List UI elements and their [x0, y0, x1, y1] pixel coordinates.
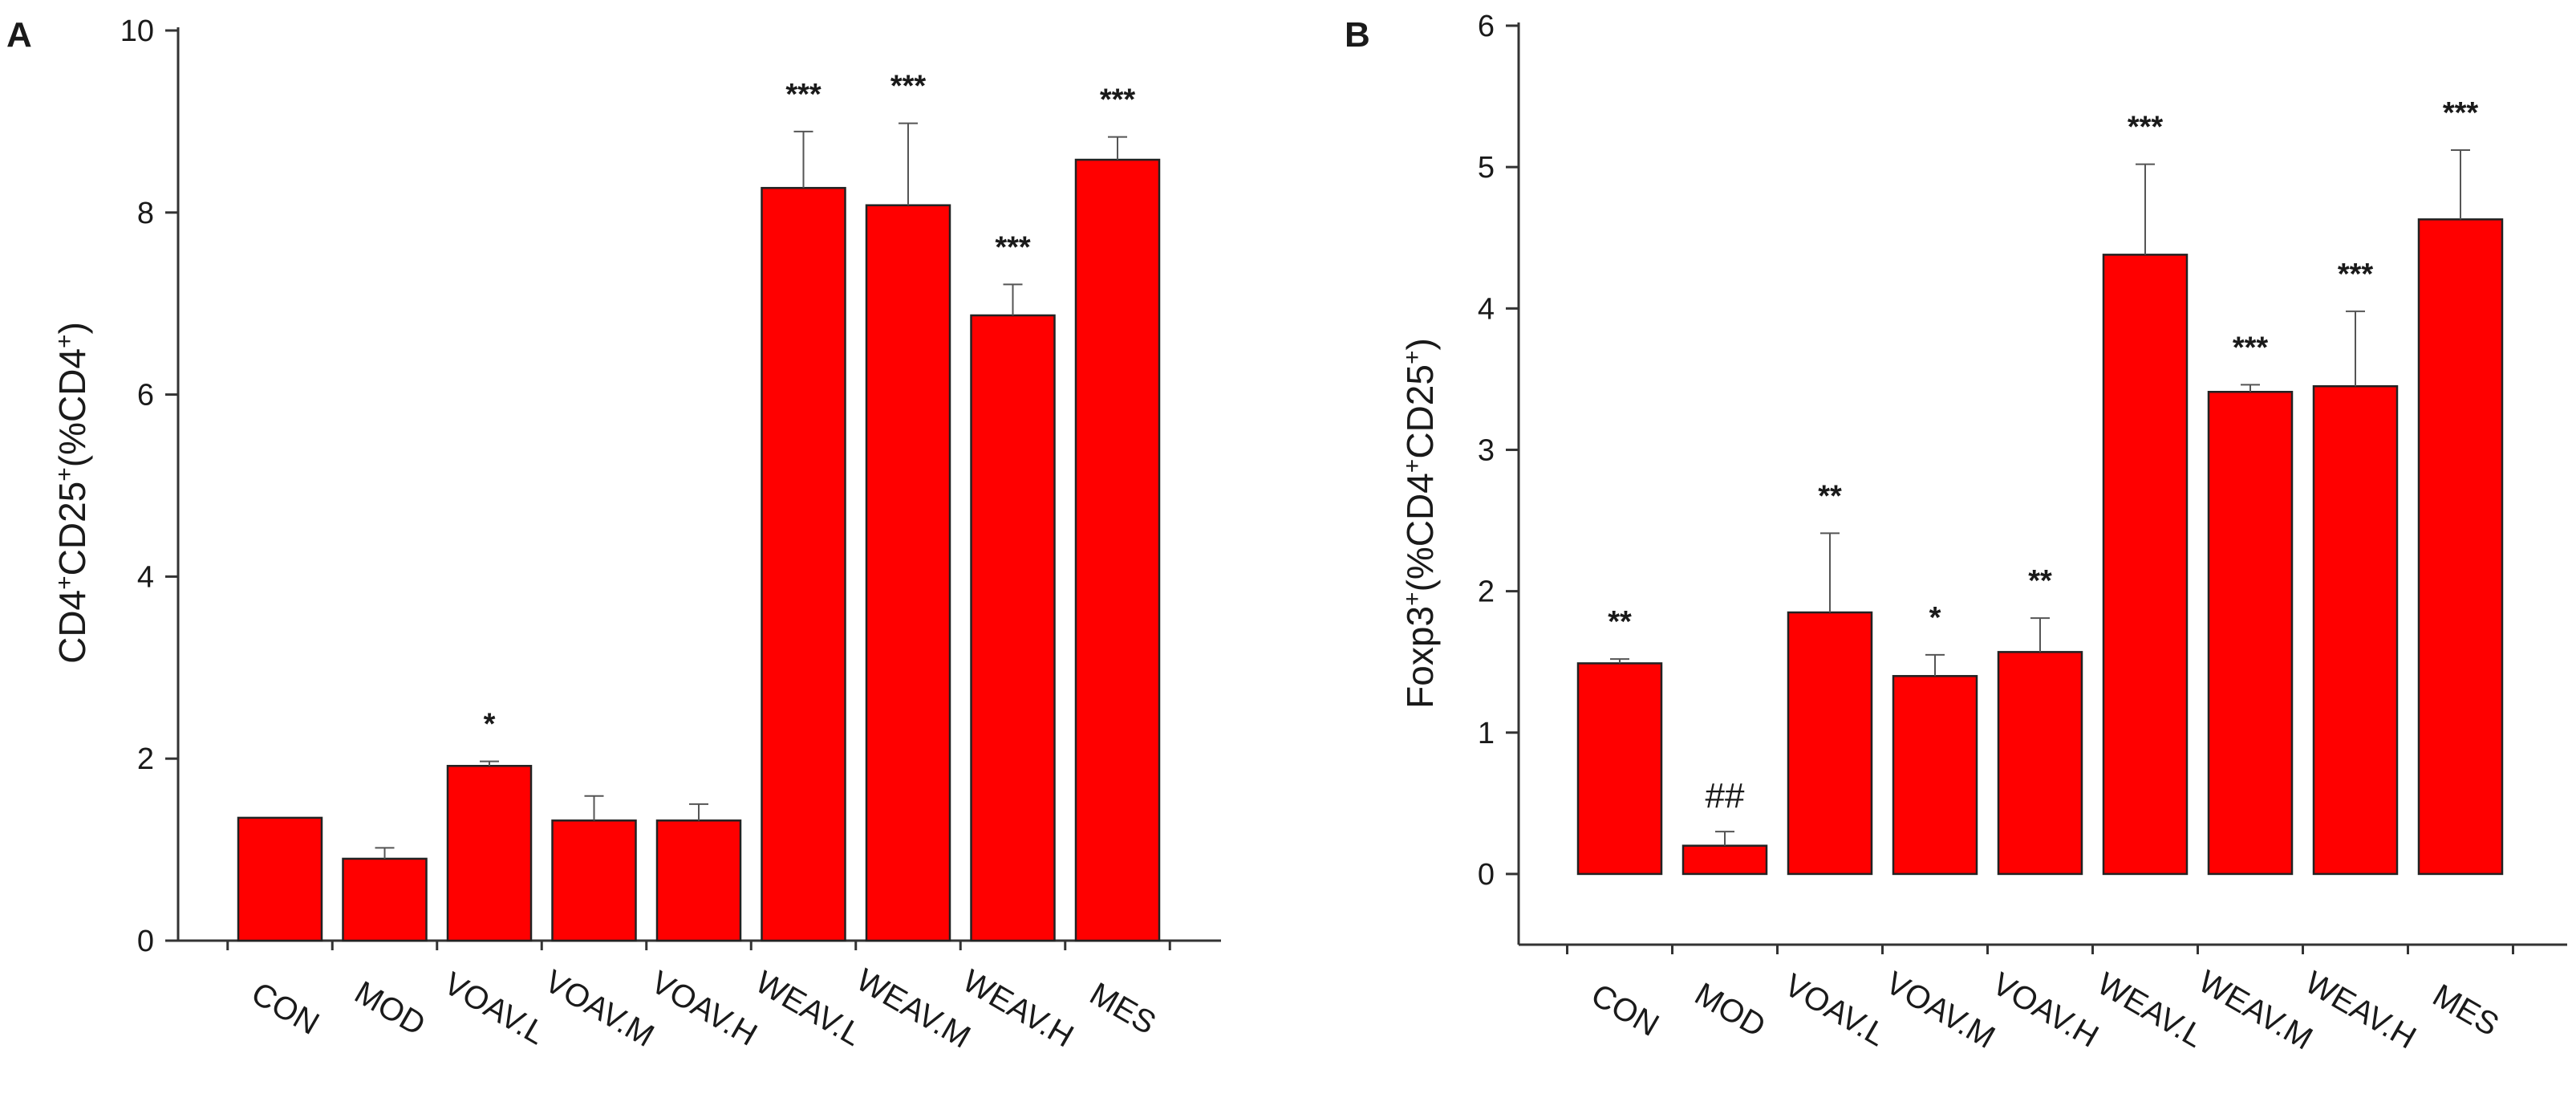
- panel-b: B Foxp3+(%CD4+CD25+) 0123456**CON##MOD**…: [1345, 10, 2567, 1057]
- y-tick-label: 8: [137, 197, 154, 230]
- y-tick-label: 2: [1478, 575, 1495, 609]
- significance-marker: ***: [785, 78, 821, 112]
- x-tick-label: WEAV.L: [2091, 966, 2209, 1055]
- x-tick-label: VOAV.H: [1986, 966, 2104, 1055]
- x-tick-label: MES: [2427, 978, 2505, 1043]
- bar-mes: [1074, 158, 1161, 942]
- bar-voav-l: [446, 765, 533, 942]
- x-tick-label: WEAV.H: [2299, 965, 2422, 1056]
- x-tick-label: VOAV.M: [539, 963, 660, 1054]
- x-tick-label: MOD: [1689, 976, 1771, 1044]
- bar-mod: [1681, 844, 1768, 876]
- x-tick-label: VOAV.H: [645, 965, 763, 1053]
- y-tick-label: 6: [137, 379, 154, 413]
- x-tick-label: VOAV.L: [1779, 967, 1892, 1053]
- x-tick-label: MES: [1084, 976, 1162, 1041]
- x-tick-label: WEAV.M: [2193, 964, 2318, 1057]
- x-tick-label: WEAV.H: [957, 963, 1080, 1055]
- bar-weav-m: [865, 204, 951, 942]
- x-tick-label: WEAV.L: [749, 965, 867, 1053]
- significance-marker: ***: [2443, 96, 2479, 130]
- bar-weav-l: [2102, 254, 2189, 876]
- significance-marker: ***: [995, 230, 1031, 264]
- panel-b-label: B: [1345, 15, 1370, 55]
- y-tick-label: 2: [137, 742, 154, 776]
- significance-marker: *: [484, 708, 496, 742]
- y-tick-label: 3: [1478, 433, 1495, 467]
- y-tick-label: 1: [1478, 717, 1495, 750]
- bar-voav-m: [551, 819, 637, 942]
- significance-marker: ***: [2338, 258, 2374, 291]
- x-tick-label: CON: [245, 975, 325, 1042]
- bar-weav-h: [2312, 384, 2399, 876]
- y-tick-label: 4: [1478, 292, 1495, 326]
- bar-voav-h: [655, 819, 742, 942]
- panel-a-label: A: [6, 15, 32, 55]
- x-tick-label: MOD: [349, 974, 432, 1043]
- x-tick-label: CON: [1585, 977, 1665, 1043]
- bar-mod: [342, 857, 428, 942]
- panel-a-y-axis-label: CD4+CD25+(%CD4+): [51, 322, 94, 664]
- y-tick-label: 4: [137, 560, 154, 594]
- bar-con: [237, 816, 323, 942]
- y-tick-label: 0: [1478, 858, 1495, 892]
- y-tick-label: 10: [120, 14, 154, 48]
- significance-marker: **: [1818, 479, 1842, 513]
- bar-mes: [2417, 218, 2504, 876]
- bar-weav-h: [970, 314, 1056, 942]
- bar-con: [1576, 662, 1663, 876]
- significance-marker: ***: [890, 70, 927, 104]
- significance-marker: ***: [2233, 331, 2269, 364]
- panel-b-y-axis-label: Foxp3+(%CD4+CD25+): [1399, 338, 1442, 709]
- significance-marker: ***: [2128, 111, 2164, 144]
- significance-marker: ##: [1706, 776, 1745, 815]
- y-tick-label: 6: [1478, 10, 1495, 43]
- y-tick-label: 5: [1478, 151, 1495, 185]
- significance-marker: ***: [1100, 83, 1136, 117]
- x-tick-label: VOAV.M: [1880, 965, 2001, 1055]
- bar-voav-h: [1997, 651, 2083, 876]
- x-tick-label: VOAV.L: [438, 966, 551, 1051]
- y-tick-label: 0: [137, 925, 154, 958]
- significance-marker: **: [1608, 605, 1632, 639]
- bar-voav-l: [1787, 611, 1873, 876]
- bar-weav-l: [761, 186, 846, 942]
- significance-marker: *: [1929, 601, 1941, 635]
- x-tick-label: WEAV.M: [850, 962, 976, 1055]
- bar-voav-m: [1892, 675, 1978, 876]
- bar-weav-m: [2207, 390, 2294, 876]
- significance-marker: **: [2028, 564, 2052, 598]
